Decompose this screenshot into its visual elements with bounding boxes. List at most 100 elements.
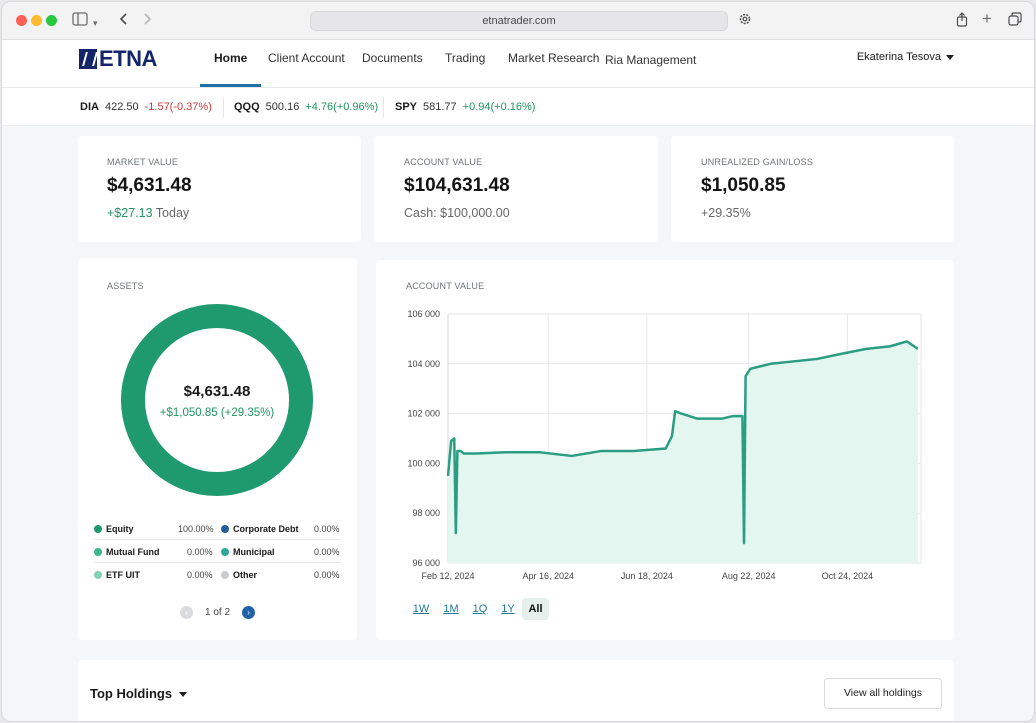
ticker-qqq[interactable]: QQQ 500.16 +4.76(+0.96%) bbox=[234, 101, 378, 113]
legend-percent: 0.00% bbox=[314, 524, 340, 534]
ticker-change: +4.76(+0.96%) bbox=[305, 101, 379, 113]
nav-client-account[interactable]: Client Account bbox=[268, 51, 345, 65]
ticker-change: +0.94(+0.16%) bbox=[462, 101, 536, 113]
today-label: Today bbox=[152, 206, 190, 220]
card-value: $4,631.48 bbox=[107, 175, 192, 196]
y-tick-label: 96 000 bbox=[412, 558, 440, 568]
assets-donut-chart[interactable] bbox=[121, 304, 313, 496]
active-tab-indicator bbox=[200, 84, 261, 87]
chevron-right-icon[interactable]: › bbox=[242, 606, 256, 619]
unrealized-gain-card: UNREALIZED GAIN/LOSS $1,050.85 +29.35% bbox=[671, 136, 954, 242]
y-tick-label: 98 000 bbox=[412, 508, 440, 518]
card-label: ASSETS bbox=[107, 281, 144, 291]
donut-center-value: $4,631.48 bbox=[183, 383, 251, 400]
ticker-spy[interactable]: SPY 581.77 +0.94(+0.16%) bbox=[395, 101, 535, 113]
chevron-down-icon[interactable]: ▾ bbox=[93, 18, 98, 28]
legend-percent: 100.00% bbox=[178, 524, 214, 534]
account-value-card: ACCOUNT VALUE $104,631.48 Cash: $100,000… bbox=[374, 136, 658, 242]
range-1m-button[interactable]: 1M bbox=[443, 603, 459, 615]
sidebar-toggle-icon[interactable] bbox=[72, 12, 88, 29]
legend-percent: 0.00% bbox=[187, 547, 213, 557]
chevron-left-icon[interactable]: ‹ bbox=[180, 606, 193, 619]
range-all-button[interactable]: All bbox=[522, 598, 549, 620]
caret-down-icon bbox=[179, 692, 188, 698]
caret-down-icon bbox=[946, 54, 954, 60]
legend-name: Municipal bbox=[233, 547, 275, 557]
share-icon[interactable] bbox=[956, 12, 968, 30]
nav-market-research[interactable]: Market Research bbox=[508, 51, 600, 65]
top-holdings-card bbox=[78, 660, 954, 721]
market-value-card: MARKET VALUE $4,631.48 +$27.13 Today bbox=[78, 136, 361, 242]
cash-balance: Cash: $100,000.00 bbox=[404, 206, 510, 220]
legend-percent: 0.00% bbox=[187, 570, 213, 580]
top-navigation: ETNA Home Client Account Documents Tradi… bbox=[2, 40, 1034, 88]
back-icon[interactable] bbox=[118, 12, 128, 29]
legend-pager: ‹ 1 of 2 › bbox=[180, 606, 256, 619]
x-tick-label: Oct 24, 2024 bbox=[822, 571, 874, 581]
legend-row: Equity 100.00% Corporate Debt 0.00% bbox=[94, 518, 341, 540]
ticker-dia[interactable]: DIA 422.50 -1.57(-0.37%) bbox=[80, 101, 212, 113]
legend-swatch bbox=[94, 525, 102, 533]
legend-row: Mutual Fund 0.00% Municipal 0.00% bbox=[94, 541, 341, 563]
card-label: ACCOUNT VALUE bbox=[406, 281, 485, 291]
y-tick-label: 106 000 bbox=[407, 309, 440, 319]
legend-item-mutual-fund[interactable]: Mutual Fund bbox=[94, 547, 160, 557]
settings-gear-icon[interactable] bbox=[738, 12, 752, 29]
card-label: ACCOUNT VALUE bbox=[404, 157, 483, 167]
y-tick-label: 100 000 bbox=[407, 458, 440, 468]
donut-center-change: +$1,050.85 (+29.35%) bbox=[159, 407, 275, 419]
donut-slice-equity[interactable] bbox=[121, 304, 313, 496]
y-tick-label: 102 000 bbox=[407, 409, 440, 419]
nav-trading[interactable]: Trading bbox=[445, 51, 486, 65]
legend-item-municipal[interactable]: Municipal bbox=[221, 547, 275, 557]
close-window-button[interactable] bbox=[16, 15, 27, 26]
card-value: $104,631.48 bbox=[404, 175, 510, 196]
legend-row: ETF UIT 0.00% Other 0.00% bbox=[94, 564, 341, 586]
legend-name: Other bbox=[233, 570, 258, 580]
minimize-window-button[interactable] bbox=[31, 15, 42, 26]
etna-logo[interactable]: ETNA bbox=[79, 46, 157, 71]
nav-documents[interactable]: Documents bbox=[362, 51, 423, 65]
x-tick-label: Apr 16, 2024 bbox=[522, 571, 574, 581]
legend-item-other[interactable]: Other bbox=[221, 570, 257, 580]
top-holdings-dropdown[interactable]: Top Holdings bbox=[90, 686, 188, 701]
legend-name: ETF UIT bbox=[106, 570, 140, 580]
card-label: MARKET VALUE bbox=[107, 157, 179, 167]
ticker-symbol: DIA bbox=[80, 101, 99, 113]
x-tick-label: Jun 18, 2024 bbox=[621, 571, 673, 581]
legend-item-equity[interactable]: Equity bbox=[94, 524, 134, 534]
user-menu[interactable]: Ekaterina Tesova bbox=[857, 51, 954, 63]
today-change: +$27.13 bbox=[107, 206, 153, 220]
ticker-symbol: QQQ bbox=[234, 101, 260, 113]
card-sub: +$27.13 Today bbox=[107, 206, 189, 220]
forward-icon[interactable] bbox=[143, 12, 153, 29]
x-tick-label: Feb 12, 2024 bbox=[421, 571, 474, 581]
legend-name: Equity bbox=[106, 524, 134, 534]
divider bbox=[223, 97, 224, 117]
range-1w-button[interactable]: 1W bbox=[412, 603, 430, 615]
card-label: UNREALIZED GAIN/LOSS bbox=[701, 157, 814, 167]
pager-label: 1 of 2 bbox=[205, 607, 231, 618]
address-bar[interactable]: etnatrader.com bbox=[310, 11, 728, 31]
tab-overview-icon[interactable] bbox=[1008, 12, 1022, 29]
card-value: $1,050.85 bbox=[701, 175, 786, 196]
account-value-chart[interactable]: 106 000 104 000 102 000 100 000 98 000 96 000… bbox=[376, 302, 954, 592]
view-all-holdings-button[interactable]: View all holdings bbox=[824, 678, 942, 709]
legend-swatch bbox=[221, 548, 229, 556]
ticker-price: 500.16 bbox=[265, 101, 300, 113]
x-tick-label: Aug 22, 2024 bbox=[722, 571, 776, 581]
ticker-change: -1.57(-0.37%) bbox=[144, 101, 212, 113]
maximize-window-button[interactable] bbox=[46, 15, 57, 26]
new-tab-icon[interactable]: + bbox=[982, 9, 992, 28]
nav-home[interactable]: Home bbox=[214, 51, 248, 65]
range-1q-button[interactable]: 1Q bbox=[472, 603, 488, 615]
range-1y-button[interactable]: 1Y bbox=[501, 603, 515, 615]
browser-toolbar: ▾ etnatrader.com + bbox=[2, 2, 1034, 40]
legend-item-corporate-debt[interactable]: Corporate Debt bbox=[221, 524, 299, 534]
y-tick-label: 104 000 bbox=[407, 359, 440, 369]
legend-swatch bbox=[221, 525, 229, 533]
nav-ria-management[interactable]: Ria Management bbox=[605, 53, 697, 67]
legend-item-etf-uit[interactable]: ETF UIT bbox=[94, 570, 140, 580]
legend-name: Mutual Fund bbox=[106, 547, 160, 557]
